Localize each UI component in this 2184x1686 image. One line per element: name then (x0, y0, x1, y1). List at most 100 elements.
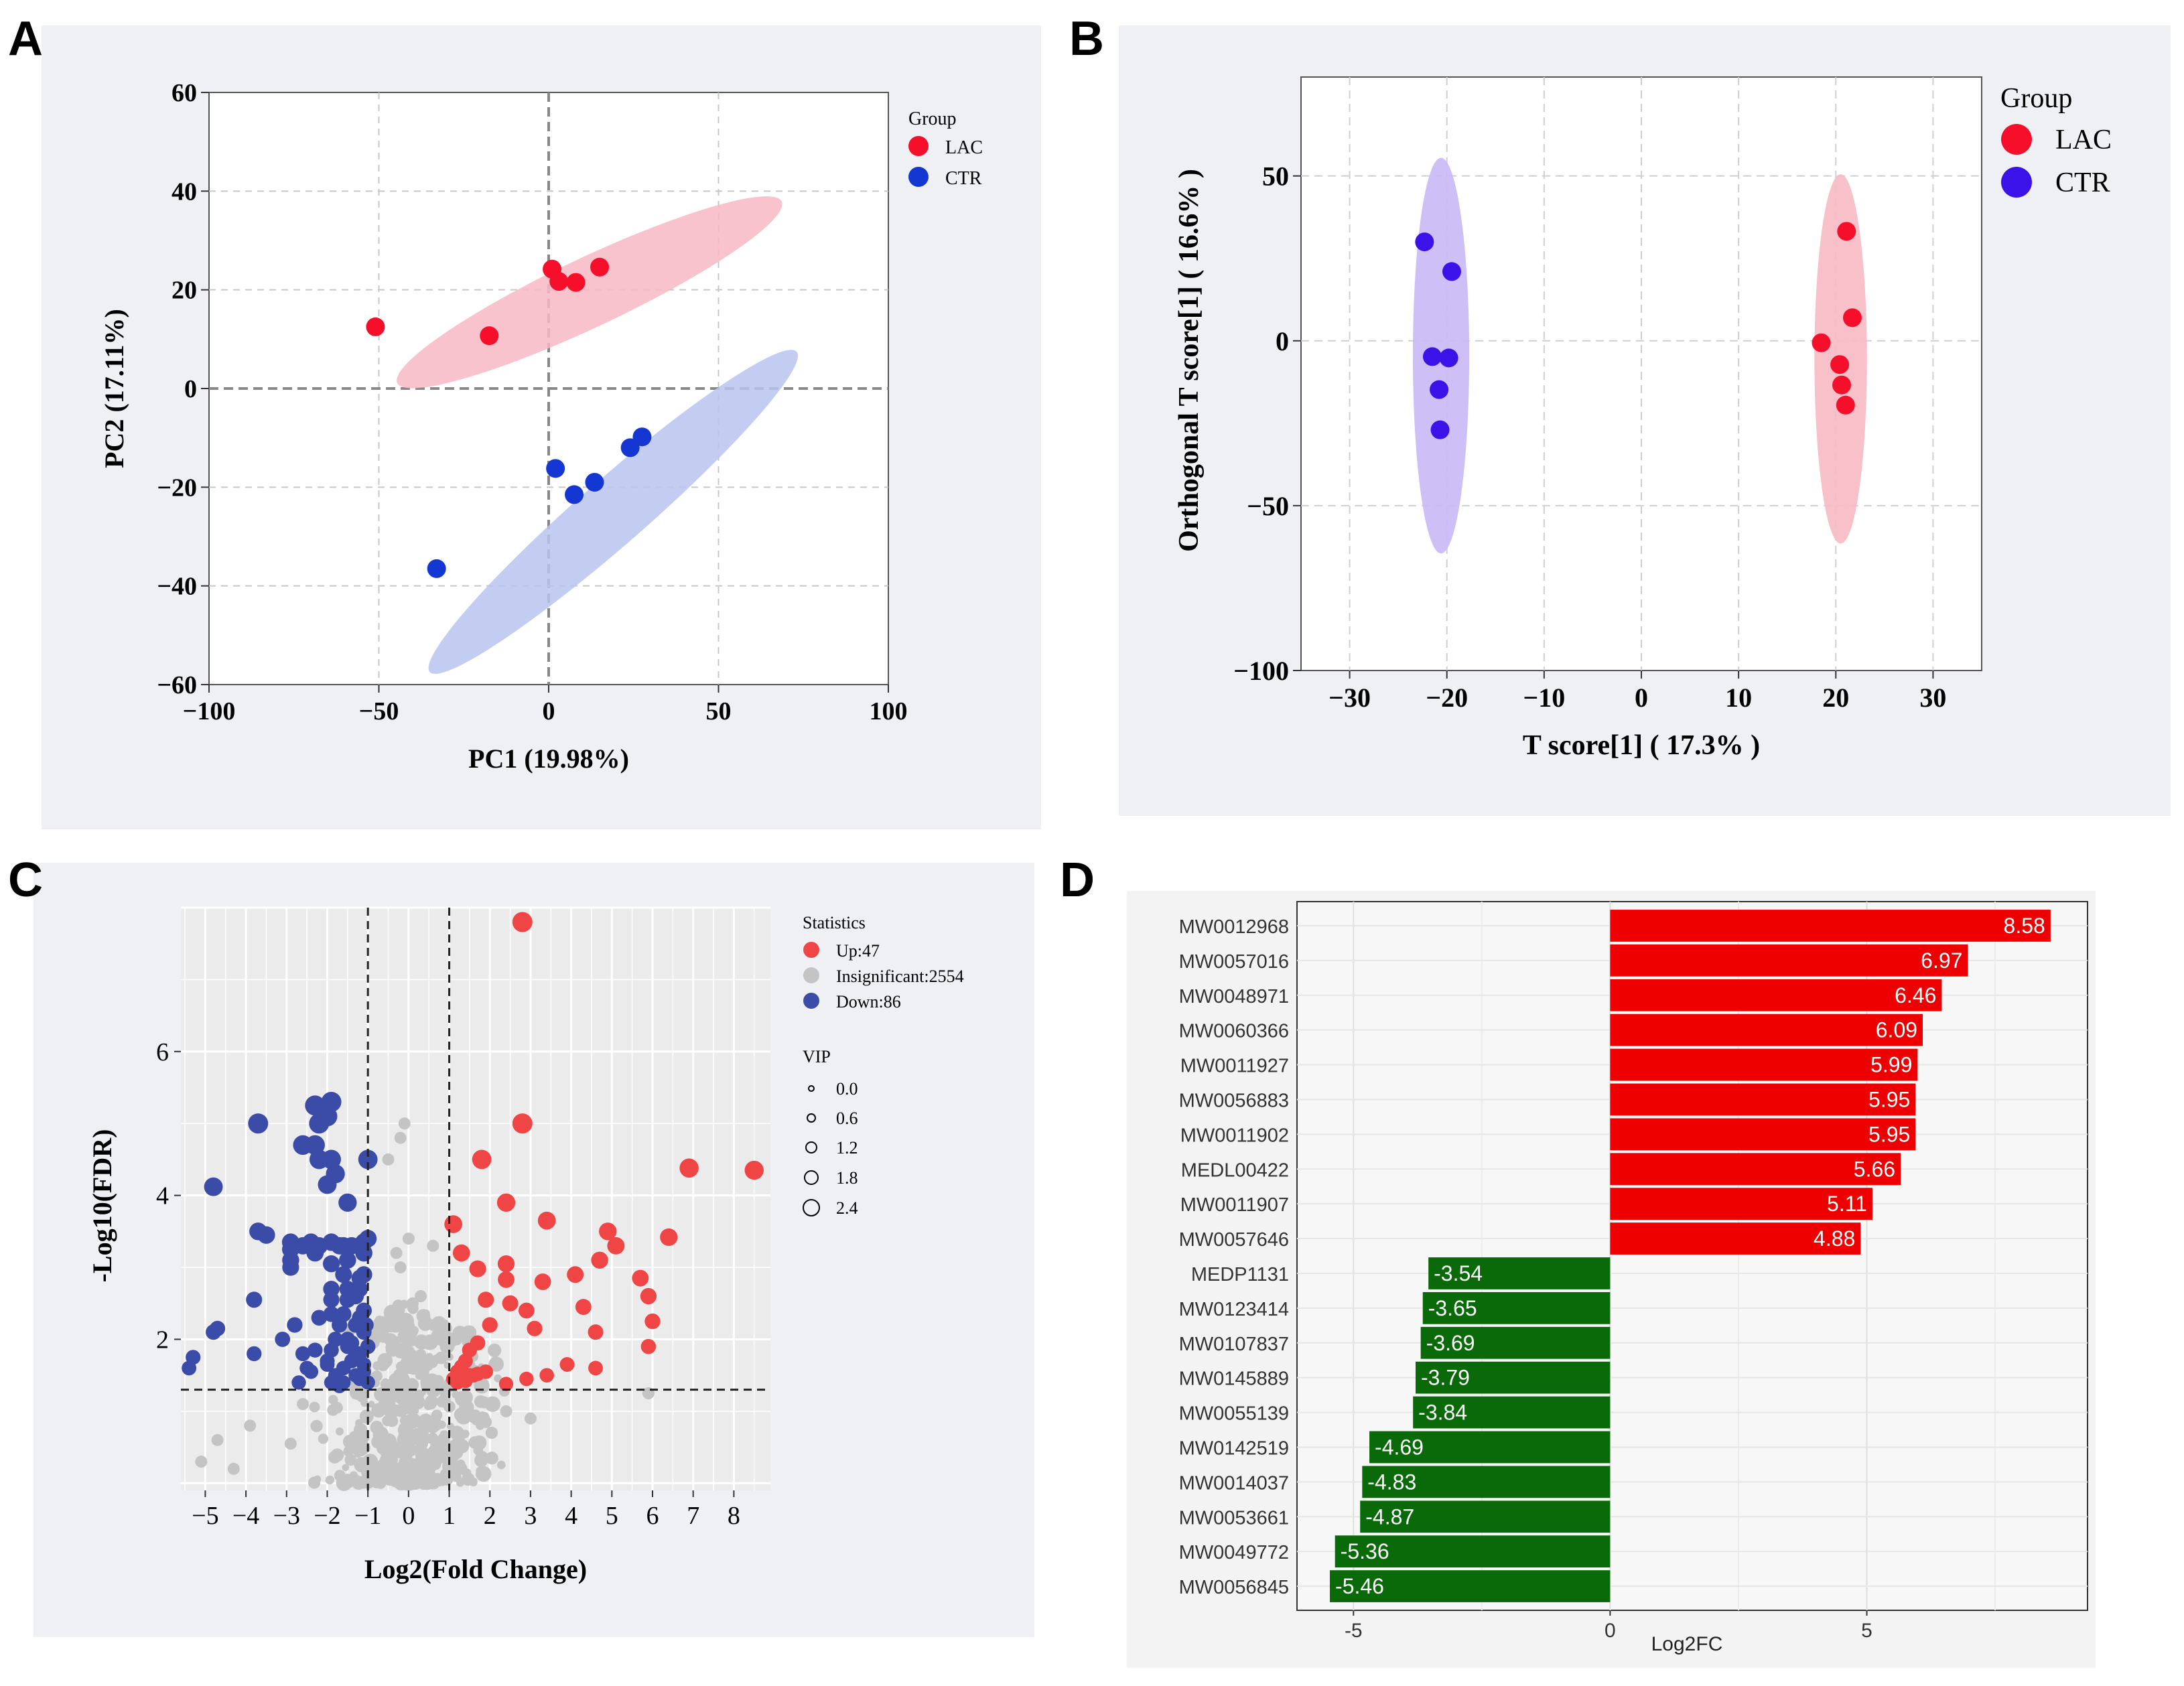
panel-c-legend-insig-label: Insignificant:2554 (836, 967, 964, 986)
panel-c-legend-down-marker (803, 993, 819, 1009)
panel-c-legend-title: Statistics (803, 913, 866, 932)
panel-c-insig-point (370, 1421, 384, 1434)
panel-a-point-ctr-0 (427, 559, 446, 578)
panel-c-insig-point (388, 1373, 404, 1389)
panel-c-insig-point (328, 1395, 338, 1405)
panel-c-insig-point (381, 1378, 390, 1387)
panel-c-point-up-26 (527, 1320, 543, 1336)
panel-c-insig-point (405, 1378, 419, 1392)
panel-c-size-label-0: 0.0 (836, 1079, 858, 1099)
panel-b-legend: Group LAC CTR (2000, 83, 2112, 198)
panel-c-x-tick-label-2: −3 (273, 1502, 300, 1530)
panel-d-category-label-11: MW0123414 (1179, 1299, 1289, 1320)
panel-a-ticks: −100 −50 0 50 100 −60 −40 −20 0 20 40 60 (157, 79, 907, 725)
panel-c-point-up-12 (591, 1251, 608, 1269)
panel-c-insig-point (494, 1374, 502, 1383)
panel-c-insig-point (450, 1441, 461, 1452)
panel-b-x-tick-label-4: 10 (1725, 683, 1752, 713)
panel-d-value-label-5: 5.95 (1868, 1087, 1910, 1111)
panel-c-point-down-83 (348, 1346, 364, 1362)
panel-c-point-down-12 (204, 1177, 223, 1196)
panel-c-x-tick-label-1: −4 (232, 1502, 259, 1530)
panel-c-insig-point (439, 1468, 451, 1480)
panel-d-value-label-9: 4.88 (1814, 1226, 1855, 1251)
panel-d-category-label-3: MW0060366 (1179, 1021, 1289, 1042)
panel-c-point-down-66 (348, 1368, 363, 1383)
panel-a-point-ctr-1 (546, 459, 565, 478)
panel-d-bar-MW0011907 (1610, 1188, 1872, 1220)
panel-c-insig-point (211, 1433, 224, 1446)
panel-c-point-up-2 (744, 1160, 764, 1180)
panel-c-point-up-46 (450, 1375, 465, 1390)
panel-b-x-tick-label-0: −30 (1328, 683, 1371, 713)
panel-d-bar-MW0145889 (1416, 1361, 1611, 1394)
panel-a-ellipse-ctr (428, 350, 799, 675)
panel-c-insig-point (386, 1312, 399, 1324)
panel-c-legend-insig-marker (803, 967, 819, 983)
panel-d-bar-MW0011927 (1610, 1048, 1918, 1081)
panel-c-insig-point (408, 1466, 423, 1480)
panel-a-y-tick-label-5: 40 (172, 178, 197, 206)
panel-c-insig-point (424, 1373, 440, 1389)
panel-c-point-down-80 (336, 1375, 351, 1390)
panel-c-point-down-67 (320, 1353, 335, 1368)
panel-c-insig-point (485, 1452, 498, 1465)
panel-c-insig-point (415, 1290, 427, 1302)
panel-c-y-tick-label-0: 2 (156, 1326, 169, 1354)
panel-c-point-down-81 (287, 1317, 303, 1333)
panel-b-x-tick-label-3: 0 (1635, 683, 1648, 713)
panel-b-x-tick-label-6: 30 (1919, 683, 1946, 713)
panel-d-category-label-12: MW0107837 (1179, 1334, 1289, 1355)
panel-c-x-tick-label-6: 1 (443, 1502, 456, 1530)
panel-a-legend-ctr-label: CTR (945, 168, 982, 189)
panel-c-insig-point (382, 1415, 393, 1427)
panel-c-insig-point (310, 1419, 323, 1433)
panel-c-insig-point (456, 1478, 465, 1486)
panel-b-legend-title: Group (2000, 83, 2072, 114)
panel-b-y-tick-label-1: −50 (1247, 491, 1289, 521)
panel-c-point-up-10 (660, 1228, 678, 1247)
panel-d-bars: 8.58 6.97 6.46 6.09 5.99 5.95 5.95 5.66 5.11 4.88… (1330, 910, 2051, 1602)
panel-c-legend-down-label: Down:86 (836, 992, 901, 1011)
panel-c-x-tick-label-4: −1 (354, 1502, 381, 1530)
panel-c-point-up-24 (644, 1313, 661, 1330)
panel-c-point-down-9 (322, 1149, 341, 1170)
panel-a-y-tick-label-4: 20 (172, 277, 197, 305)
panel-b-y-axis-label: Orthogonal T score[1] ( 16.6% ) (1174, 169, 1205, 552)
panel-c-insig-point (419, 1389, 427, 1397)
panel-c-insig-point (437, 1332, 445, 1341)
panel-d-category-label-15: MW0142519 (1179, 1437, 1289, 1459)
panel-d-value-label-4: 5.99 (1870, 1053, 1912, 1077)
panel-a-x-tick-label-3: 50 (706, 697, 732, 725)
panel-b-x-axis-label: T score[1] ( 17.3% ) (1523, 730, 1760, 761)
panel-b-legend-lac-label: LAC (2055, 125, 2112, 155)
panel-b-y-tick-label-2: 0 (1276, 326, 1289, 356)
panel-c-x-axis-label: Log2(Fold Change) (364, 1554, 587, 1584)
panel-d-category-label-16: MW0014037 (1179, 1472, 1289, 1494)
panel-c-point-up-21 (518, 1302, 535, 1319)
panel-d-value-label-6: 5.95 (1868, 1122, 1910, 1146)
panel-c-point-down-40 (323, 1306, 340, 1322)
panel-a-legend-ctr-marker (908, 167, 929, 187)
panel-c-size-label-4: 2.4 (836, 1198, 858, 1218)
panel-c-insig-point (335, 1427, 344, 1435)
panel-c-insig-point (455, 1462, 468, 1475)
panel-c-size-label-3: 1.8 (836, 1168, 858, 1188)
panel-c-point-down-61 (291, 1375, 306, 1390)
panel-a-point-lac-1 (480, 326, 499, 346)
panel-d-bar-MW0123414 (1422, 1291, 1611, 1324)
panel-c-insig-point (456, 1391, 467, 1401)
panel-d-bar-MW0014037 (1362, 1466, 1611, 1498)
panel-c-insig-point (397, 1328, 413, 1344)
panel-c-insig-point (461, 1408, 470, 1417)
panel-c-x-tick-label-0: −5 (192, 1502, 218, 1530)
panel-d-bar-MW0107837 (1420, 1326, 1611, 1359)
panel-a-point-ctr-3 (585, 472, 604, 492)
panel-c-point-down-49 (295, 1346, 311, 1362)
panel-d-value-label-14: -3.84 (1418, 1401, 1467, 1425)
panel-c-insig-point (462, 1325, 477, 1340)
panel-b-x-tick-label-5: 20 (1822, 683, 1849, 713)
panel-b-y-tick-label-0: −100 (1233, 656, 1289, 686)
panel-a-point-lac-3 (549, 272, 569, 291)
